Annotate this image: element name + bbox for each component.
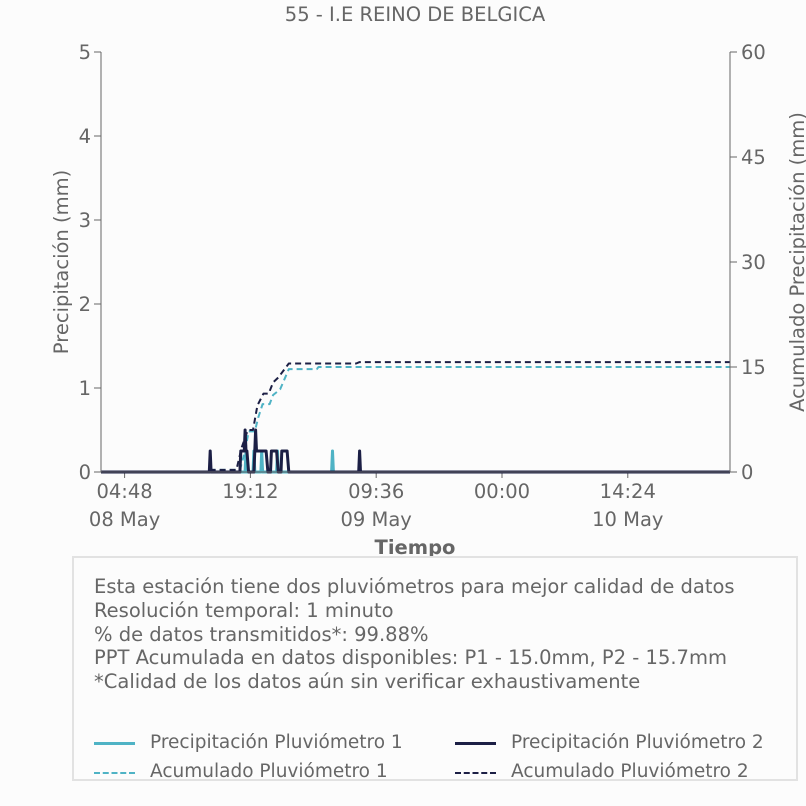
legend-label: Precipitación Pluviómetro 2 — [511, 732, 764, 753]
left-tick-label: 1 — [79, 377, 91, 400]
right-tick-label: 45 — [741, 146, 766, 169]
right-tick-label: 0 — [741, 461, 753, 484]
series-line-precipitacion-pluviometro-2 — [101, 428, 730, 474]
series-layer — [101, 361, 730, 474]
chart-title: 55 - I.E REINO DE BELGICA — [285, 3, 546, 26]
axes-layer — [100, 52, 731, 473]
legend-swatch-solid — [94, 742, 135, 745]
x-axis-label: Tiempo — [375, 536, 456, 559]
left-tick-label: 0 — [79, 461, 91, 484]
left-tick-label: 5 — [79, 41, 91, 64]
left-y-axis-ticks: 0 1 2 3 4 5 — [79, 41, 101, 484]
y-axis-label-right: Acumulado Precipitación (mm) — [786, 112, 806, 412]
info-line: *Calidad de los datos aún sin verificar … — [94, 670, 641, 694]
x-tick-label-time: 00:00 — [474, 480, 530, 503]
left-tick-label: 3 — [79, 209, 91, 232]
series-line-precipitacion-pluviometro-1 — [213, 449, 730, 474]
right-tick-label: 60 — [741, 41, 766, 64]
legend-label: Acumulado Pluviómetro 2 — [511, 761, 749, 782]
info-line: Resolución temporal: 1 minuto — [94, 598, 394, 622]
info-legend-box: Esta estación tiene dos pluviómetros par… — [72, 556, 798, 782]
x-tick-label-time: 14:24 — [600, 480, 656, 503]
info-line: PPT Acumulada en datos disponibles: P1 -… — [94, 646, 727, 670]
legend-label: Precipitación Pluviómetro 1 — [150, 732, 403, 753]
station-info: Esta estación tiene dos pluviómetros par… — [94, 575, 735, 694]
right-y-axis-ticks: 0 15 30 45 60 — [730, 41, 766, 484]
x-tick-label-date: 08 May — [89, 508, 160, 531]
legend-swatch-dashed — [455, 772, 496, 774]
legend-swatch-dashed — [94, 772, 135, 774]
y-axis-label-left: Precipitación (mm) — [50, 170, 73, 354]
legend-swatch-solid — [455, 742, 496, 745]
info-line: % de datos transmitidos*: 99.88% — [94, 622, 429, 646]
x-tick-label-time: 04:48 — [96, 480, 152, 503]
series-line-acumulado-pluviometro-1 — [101, 366, 730, 473]
right-tick-label: 30 — [741, 251, 766, 274]
x-axis-ticks: 04:48 08 May 19:12 09:36 09 May 00:00 14:24 10 … — [89, 472, 663, 531]
legend-label: Acumulado Pluviómetro 1 — [150, 761, 388, 782]
series-line-acumulado-pluviometro-2 — [101, 361, 730, 473]
right-tick-label: 15 — [741, 356, 766, 379]
left-tick-label: 4 — [79, 125, 91, 148]
x-tick-label-date: 09 May — [341, 508, 412, 531]
info-line: Esta estación tiene dos pluviómetros par… — [94, 575, 735, 598]
x-tick-label-date: 10 May — [592, 508, 663, 531]
x-tick-label-time: 19:12 — [222, 480, 278, 503]
x-tick-label-time: 09:36 — [348, 480, 404, 503]
left-tick-label: 2 — [79, 293, 91, 316]
